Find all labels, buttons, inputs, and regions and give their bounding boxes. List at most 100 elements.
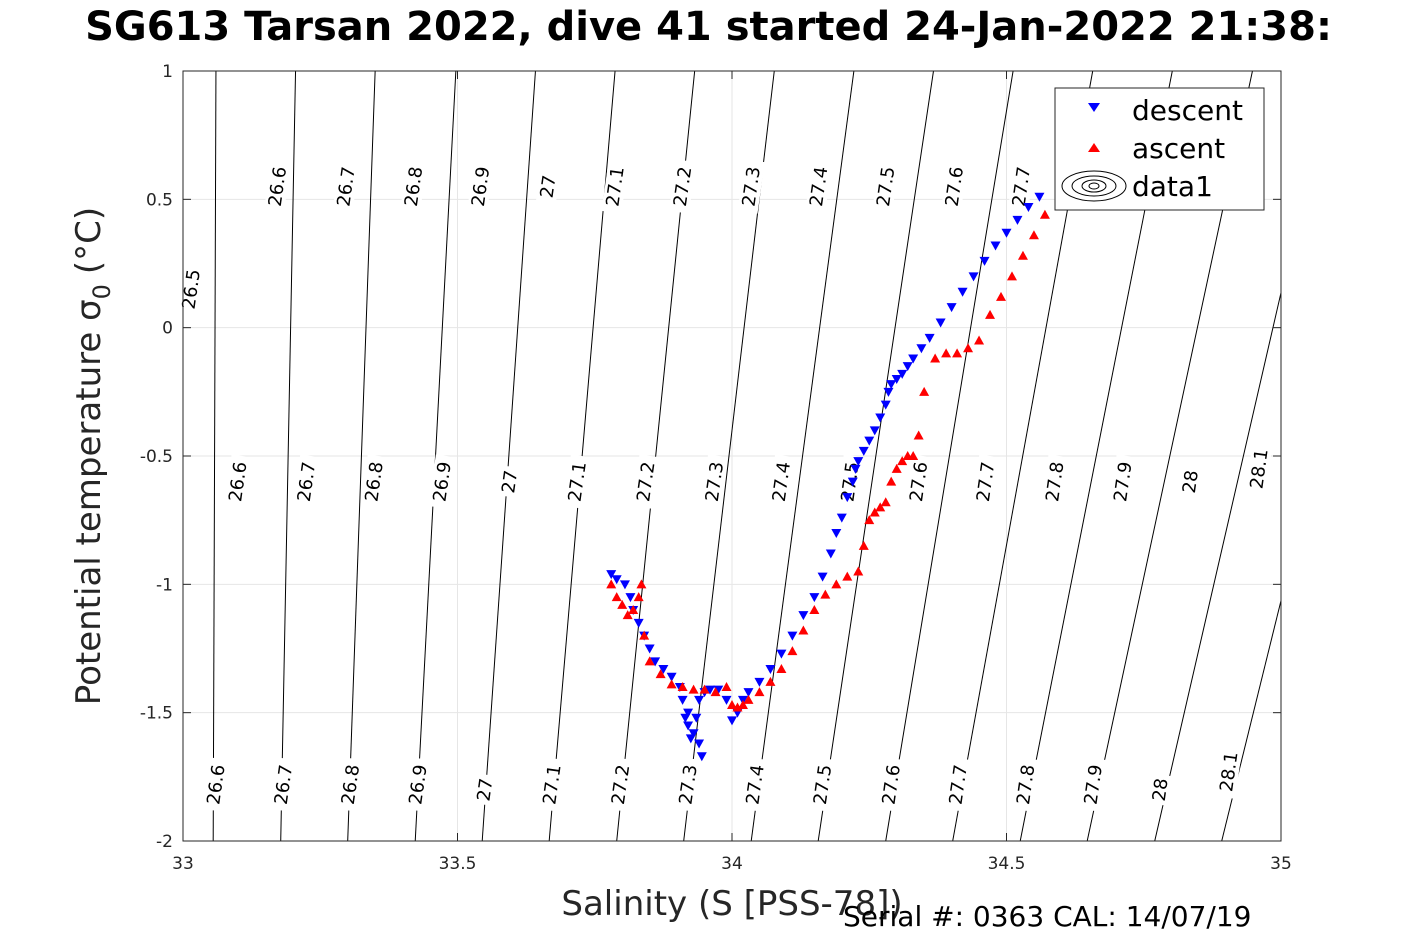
isopycnal-label: 26.6 bbox=[263, 159, 291, 214]
descent-point bbox=[902, 362, 913, 372]
descent-point bbox=[705, 685, 716, 695]
y-axis-label-symbol: σ bbox=[69, 299, 109, 321]
ascent-point bbox=[688, 684, 699, 694]
ascent-point bbox=[820, 589, 831, 599]
y-tick-label: -2 bbox=[156, 832, 173, 852]
descent-point bbox=[721, 695, 732, 705]
legend-descent-marker bbox=[1088, 103, 1100, 112]
ascent-point bbox=[996, 291, 1007, 301]
x-tick-label: 33 bbox=[172, 854, 194, 874]
descent-point bbox=[836, 513, 847, 523]
descent-point bbox=[666, 672, 677, 682]
ascent-point bbox=[858, 540, 869, 550]
y-tick-label: -0.5 bbox=[140, 447, 173, 467]
isopycnal-label-bg bbox=[332, 159, 360, 214]
isopycnal-label-bg bbox=[1245, 441, 1273, 496]
ascent-point bbox=[754, 687, 765, 697]
isopycnal-label-bg bbox=[263, 159, 291, 214]
descent-point bbox=[883, 387, 894, 397]
isopycnal-label-bg bbox=[905, 454, 933, 509]
ascent-point bbox=[776, 664, 787, 674]
x-tick-label: 34.5 bbox=[988, 854, 1026, 874]
descent-point bbox=[1034, 192, 1045, 202]
isopycnal-label: 26.8 bbox=[400, 159, 427, 214]
isopycnal-label-bg bbox=[601, 159, 629, 214]
isopycnal-label-bg bbox=[632, 454, 660, 509]
descent-point bbox=[765, 665, 776, 675]
isopycnal-label: 28.1 bbox=[1245, 441, 1273, 496]
ascent-point bbox=[611, 592, 622, 602]
isopycnal-line bbox=[280, 71, 297, 841]
chart-title: SG613 Tarsan 2022, dive 41 started 24-Ja… bbox=[85, 4, 1332, 50]
isopycnal-label: 26.9 bbox=[404, 757, 432, 812]
descent-point bbox=[683, 721, 694, 731]
isopycnal-label-bg bbox=[944, 757, 972, 812]
ascent-point bbox=[897, 456, 908, 466]
descent-point bbox=[727, 716, 737, 726]
isopycnal-line bbox=[750, 71, 855, 841]
ascent-point bbox=[636, 579, 647, 589]
descent-point bbox=[694, 739, 705, 749]
descent-point bbox=[633, 618, 644, 628]
ascent-point bbox=[677, 682, 688, 691]
isopycnal-label-bg bbox=[737, 159, 765, 214]
x-tick-label: 34 bbox=[721, 854, 743, 874]
descent-point bbox=[924, 333, 935, 343]
ascent-point bbox=[732, 702, 743, 712]
isopycnal-label-bg bbox=[1012, 757, 1040, 812]
axis-ticks: 33 33.5 34 34.5 35 1 0.5 0 -0.5 -1 -1.5 -2 bbox=[140, 62, 1292, 874]
ascent-point bbox=[880, 497, 891, 507]
descent-point bbox=[625, 593, 636, 603]
ascent-point bbox=[886, 476, 897, 486]
isopycnal-line bbox=[817, 71, 934, 841]
isopycnal-label-text: 27 bbox=[473, 777, 497, 803]
isopycnal-lines bbox=[212, 71, 1281, 841]
legend-data1-label: data1 bbox=[1132, 170, 1213, 203]
descent-point bbox=[754, 677, 765, 687]
isopycnal-label-bg bbox=[741, 757, 769, 812]
isopycnal-label-bg bbox=[940, 159, 968, 214]
isopycnal-label-bg bbox=[872, 159, 900, 214]
legend-contour-icon bbox=[1061, 170, 1127, 202]
descent-point bbox=[875, 413, 886, 423]
ascent-point bbox=[655, 669, 666, 679]
isopycnal-label: 26.6 bbox=[224, 454, 252, 509]
isopycnal-label: 27.3 bbox=[674, 757, 702, 812]
descent-point bbox=[606, 570, 617, 580]
isopycnal-label-bg bbox=[202, 757, 230, 812]
descent-point bbox=[683, 708, 694, 718]
isopycnal-label: 27 bbox=[497, 465, 522, 498]
isopycnal-line bbox=[347, 71, 376, 841]
isopycnal-label-bg bbox=[428, 454, 456, 509]
ascent-point bbox=[891, 463, 902, 473]
descent-point bbox=[685, 734, 696, 744]
descent-point bbox=[847, 477, 858, 487]
y-axis-label: Potential temperature σ0 (°C) bbox=[69, 207, 116, 705]
y-tick-label: -1.5 bbox=[140, 704, 173, 724]
legend: descent ascent data1 bbox=[1054, 87, 1265, 211]
ascent-point bbox=[721, 682, 732, 691]
isopycnal-line bbox=[481, 71, 536, 841]
isopycnal-label-bg bbox=[472, 773, 497, 806]
ascent-point bbox=[941, 348, 952, 358]
isopycnal-label-bg bbox=[224, 454, 252, 509]
descent-point bbox=[916, 344, 927, 354]
isopycnal-label-bg bbox=[1079, 757, 1107, 812]
isopycnal-label: 27 bbox=[472, 773, 497, 806]
ascent-point bbox=[622, 610, 633, 620]
descent-point bbox=[831, 529, 842, 538]
legend-ascent-label: ascent bbox=[1132, 132, 1225, 165]
x-axis-label: Salinity (S [PSS-78]) bbox=[561, 884, 902, 924]
isopycnal-label-bg bbox=[674, 757, 702, 812]
legend-box bbox=[1054, 87, 1265, 211]
descent-point bbox=[611, 575, 622, 585]
descent-point bbox=[1012, 215, 1023, 225]
isopycnal-label-bg bbox=[669, 159, 697, 214]
descent-point bbox=[680, 713, 691, 723]
descent-point bbox=[968, 272, 979, 282]
ascent-point bbox=[737, 699, 748, 709]
descent-point bbox=[691, 713, 702, 723]
isopycnal-line bbox=[885, 71, 1014, 841]
descent-point bbox=[776, 649, 787, 659]
